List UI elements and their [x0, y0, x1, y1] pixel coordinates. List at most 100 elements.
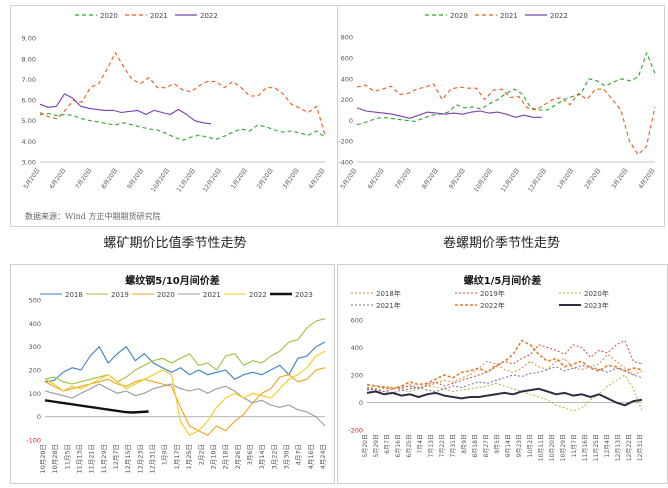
x-tick-label: 11月25日 — [593, 434, 600, 461]
y-tick-label: 7.00 — [22, 76, 36, 84]
legend-label-2023年: 2023年 — [584, 301, 609, 310]
series-line-2022年 — [366, 339, 643, 390]
x-tick-label: 10月20日 — [549, 434, 556, 461]
x-tick-label: 4月16日 — [307, 444, 315, 469]
x-tick-label: 11月13日 — [76, 444, 84, 474]
x-tick-label: 1月20日 — [230, 167, 249, 190]
legend-label-2018: 2018 — [65, 291, 83, 299]
x-tick-label: 12月23日 — [136, 444, 144, 474]
x-tick-label: 10月20日 — [150, 167, 171, 193]
x-tick-label: 7月22日 — [439, 434, 446, 457]
legend-label-2018年: 2018年 — [376, 289, 401, 298]
x-tick-label: 4月20日 — [637, 167, 656, 190]
legend-label-2021: 2021 — [150, 12, 168, 20]
x-tick-label: 7月20日 — [74, 167, 93, 190]
x-tick-label: 5月20日 — [362, 434, 369, 457]
series-line-2019年 — [366, 340, 643, 392]
x-tick-label: 2月18日 — [222, 444, 230, 469]
x-tick-label: 11月20日 — [500, 167, 521, 193]
x-tick-label: 9月23日 — [516, 434, 523, 457]
y-tick-label: 300 — [29, 343, 41, 351]
y-tick-label: 8.00 — [22, 55, 36, 63]
x-tick-label: 3月22日 — [270, 444, 278, 469]
series-line-2022 — [44, 350, 326, 436]
series-line-2021 — [39, 52, 326, 136]
chart-ore-ratio: 3.00 4.00 5.00 6.00 7.00 8.00 9.00 5月20日 6月20日 7月… — [22, 12, 327, 193]
x-tick-label: 1月17日 — [173, 444, 181, 469]
x-tick-label: 8月20日 — [100, 167, 119, 190]
x-tick-label: 7月4日 — [417, 434, 424, 454]
chart-frame — [337, 5, 665, 227]
series-line-2022 — [39, 93, 212, 125]
x-tick-label: 11月20日 — [176, 167, 197, 193]
y-tick-label: 800 — [341, 34, 353, 42]
x-tick-label: 6月20日 — [367, 167, 386, 190]
x-tick-label: 12月7日 — [112, 444, 120, 469]
chart-caption: 螺矿期价比值季节性走势 — [103, 236, 247, 251]
legend-label-2021年: 2021年 — [376, 301, 401, 310]
y-tick-label: 100 — [29, 390, 41, 398]
x-tick-label: 9月20日 — [126, 167, 145, 190]
series-line-2020年 — [366, 374, 643, 412]
series-line-2018年 — [366, 353, 643, 390]
x-tick-label: 5月29日 — [373, 434, 380, 457]
panel-rebar-1-5: 螺纹1/5月间价差 -200 0 200 400 600 5月20日 5月29日 6月7日 6月… — [337, 262, 668, 486]
x-tick-label: 2月20日 — [583, 167, 602, 190]
y-tick-label: 200 — [29, 367, 41, 375]
series-line-2020 — [44, 367, 326, 436]
x-tick-label: 4月20日 — [307, 167, 326, 190]
x-tick-label: 10月20日 — [473, 167, 494, 193]
x-tick-label: 10月11日 — [538, 434, 545, 461]
x-tick-label: 6月25日 — [406, 434, 413, 457]
x-tick-label: 4月24日 — [319, 444, 327, 469]
y-tick-label: 6.00 — [22, 97, 36, 105]
series-line-2021 — [44, 383, 326, 427]
chart-title: 螺纹1/5月间价差 — [463, 276, 542, 287]
x-tick-label: 1月9日 — [161, 444, 169, 465]
legend-label-2019: 2019 — [111, 291, 129, 299]
x-tick-label: 6月16日 — [395, 434, 402, 457]
x-tick-label: 10月28日 — [51, 444, 59, 474]
x-tick-label: 8月20日 — [421, 167, 440, 190]
legend-label-2022: 2022 — [249, 291, 267, 299]
legend-label-2020: 2020 — [100, 12, 118, 20]
x-tick-label: 2月10日 — [209, 444, 217, 469]
x-tick-label: 7月20日 — [394, 167, 413, 190]
x-tick-label: 6月7日 — [384, 434, 391, 454]
series-line-2021年 — [366, 364, 643, 394]
y-tick-label: 9.00 — [22, 35, 36, 43]
panel-rebar-5-10: 螺纹钢5/10月间价差 -100 0 100 200 300 400 500 10月20日 10… — [0, 262, 335, 486]
y-tick-label: 400 — [351, 344, 363, 352]
legend-label-2021: 2021 — [500, 12, 518, 20]
x-tick-label: 2月2日 — [197, 444, 205, 465]
legend-label-2020: 2020 — [450, 12, 468, 20]
x-tick-label: 5月20日 — [339, 167, 358, 190]
series-line-2023 — [44, 399, 149, 414]
series-line-2022 — [356, 107, 542, 119]
chart-frame — [10, 5, 338, 227]
x-tick-label: 11月7日 — [571, 434, 578, 457]
y-tick-label: 600 — [341, 55, 353, 63]
legend-label-2022: 2022 — [200, 12, 218, 20]
x-tick-label: 11月16日 — [582, 434, 589, 461]
series-line-2019 — [44, 318, 326, 385]
x-tick-label: 3月14日 — [258, 444, 266, 469]
y-tick-label: 400 — [341, 75, 353, 83]
y-tick-label: 4.00 — [22, 138, 36, 146]
panel-hc-rebar: -400 -200 0 200 400 600 800 5月20日 6月20日 7月20日 8月20… — [335, 0, 668, 260]
legend-label-2022年: 2022年 — [480, 301, 505, 310]
x-tick-label: 8月9日 — [461, 434, 468, 454]
x-tick-label: 12月20日 — [202, 167, 223, 193]
x-tick-label: 7月13日 — [428, 434, 435, 457]
x-tick-label: 12月22日 — [626, 434, 633, 461]
x-tick-label: 3月20日 — [610, 167, 629, 190]
series-line-2020 — [356, 52, 656, 126]
chart-title: 螺纹钢5/10月间价差 — [125, 276, 220, 287]
x-tick-label: 10月2日 — [527, 434, 534, 457]
x-tick-label: 5月20日 — [22, 167, 41, 190]
x-tick-label: 3月20日 — [282, 167, 301, 190]
x-tick-label: 8月27日 — [483, 434, 490, 457]
chart-frame — [10, 264, 335, 484]
x-tick-label: 2月20日 — [256, 167, 275, 190]
chart-rebar-1-5: -200 0 200 400 600 5月20日 5月29日 6月7日 6月16日 6月25日 7月… — [348, 289, 644, 461]
